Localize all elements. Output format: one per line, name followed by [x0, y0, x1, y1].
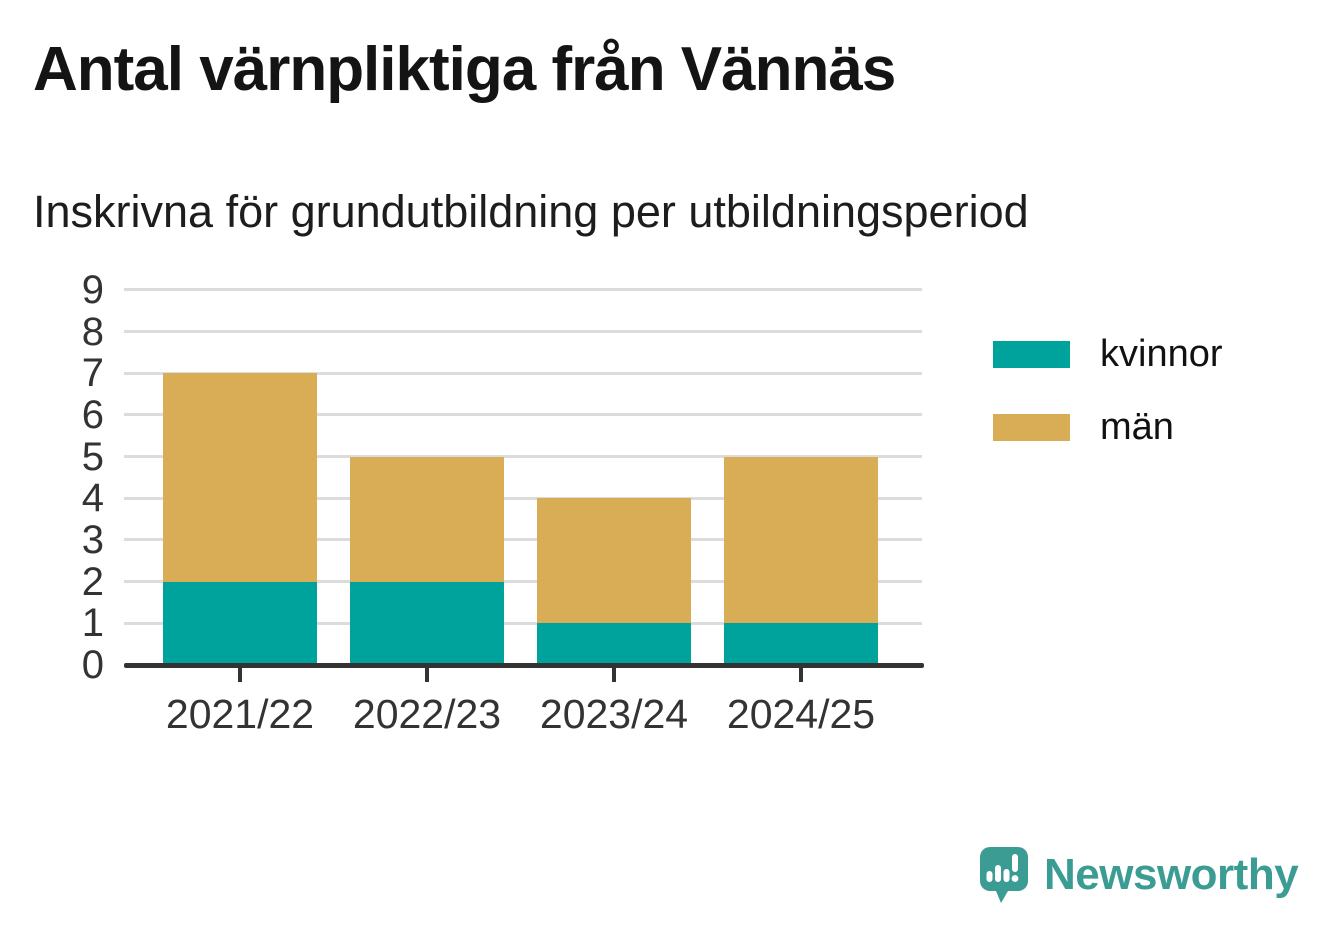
y-axis-label-1: 1 — [81, 601, 104, 646]
gridline-y-8 — [124, 330, 922, 334]
newsworthy-logo-icon — [978, 845, 1030, 905]
gridline-y-2 — [124, 580, 922, 584]
legend-item-män: män — [993, 406, 1223, 449]
y-axis-label-4: 4 — [81, 476, 104, 521]
bar-2024-25-kvinnor — [724, 623, 878, 665]
legend: kvinnor män — [993, 333, 1223, 449]
y-axis-label-8: 8 — [81, 309, 104, 354]
bar-2021-22-kvinnor — [163, 581, 317, 665]
y-axis-label-3: 3 — [81, 517, 104, 562]
x-axis-label-2023-24: 2023/24 — [539, 691, 689, 737]
bar-2021-22-män — [163, 373, 317, 582]
y-axis-label-7: 7 — [81, 351, 104, 396]
x-axis-line — [124, 663, 924, 668]
gridline-y-5 — [124, 455, 922, 459]
gridline-y-7 — [124, 371, 922, 375]
legend-item-kvinnor: kvinnor — [993, 333, 1223, 376]
bar-2022-23-kvinnor — [350, 581, 504, 665]
x-tick-2023-24 — [612, 667, 616, 682]
x-tick-2022-23 — [425, 667, 429, 682]
bar-2023-24-män — [537, 498, 691, 624]
y-axis-label-6: 6 — [81, 392, 104, 437]
bar-2024-25-män — [724, 456, 878, 624]
x-tick-2024-25 — [799, 667, 803, 682]
gridline-y-9 — [124, 288, 922, 292]
x-axis-label-2021-22: 2021/22 — [165, 691, 315, 737]
bar-2023-24-kvinnor — [537, 623, 691, 665]
y-axis-label-0: 0 — [81, 643, 104, 687]
legend-label-kvinnor: kvinnor — [1100, 333, 1223, 375]
legend-label-män: män — [1100, 406, 1174, 448]
y-axis-label-5: 5 — [81, 434, 104, 479]
newsworthy-logo[interactable]: Newsworthy — [978, 845, 1299, 905]
chart-title: Antal värnpliktiga från Vännäs — [33, 35, 896, 104]
x-tick-2021-22 — [238, 667, 242, 682]
gridline-y-3 — [124, 538, 922, 542]
legend-swatch-män — [993, 414, 1070, 441]
y-axis-label-9: 9 — [81, 267, 104, 312]
gridline-y-4 — [124, 496, 922, 500]
gridline-y-1 — [124, 621, 922, 625]
x-axis-label-2022-23: 2022/23 — [352, 691, 502, 737]
newsworthy-wordmark: Newsworthy — [1044, 850, 1299, 899]
chart-subtitle: Inskrivna för grundutbildning per utbild… — [33, 186, 1029, 237]
legend-swatch-kvinnor — [993, 341, 1070, 368]
x-axis-label-2024-25: 2024/25 — [726, 691, 876, 737]
bar-2022-23-män — [350, 456, 504, 582]
gridline-y-6 — [124, 413, 922, 417]
y-axis-label-2: 2 — [81, 559, 104, 604]
